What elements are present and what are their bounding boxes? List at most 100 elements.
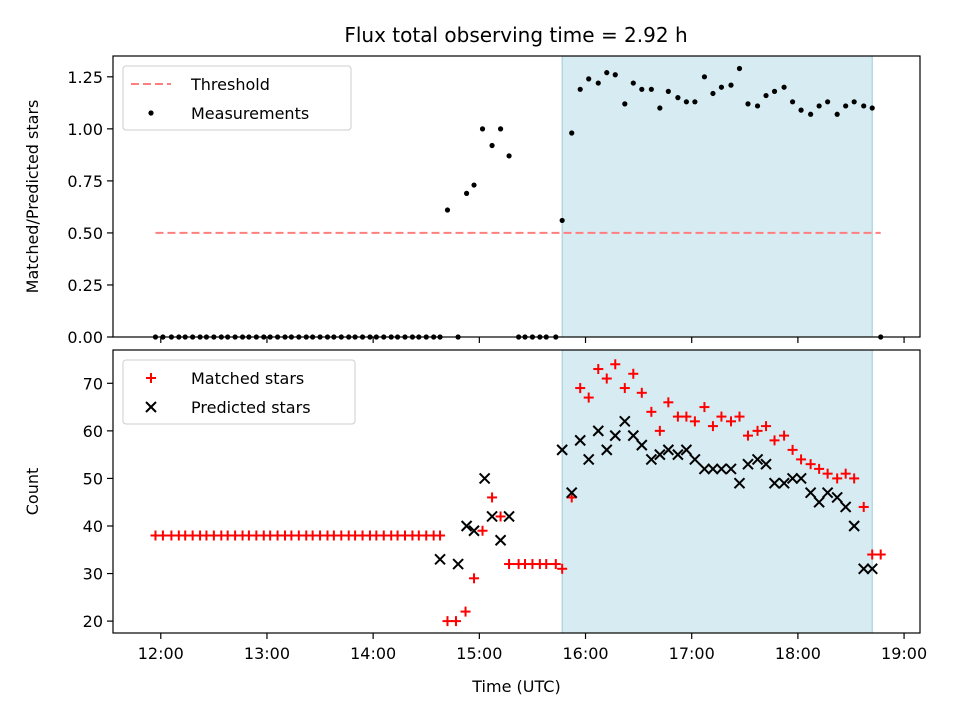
data-point	[752, 425, 763, 436]
data-point	[875, 549, 886, 560]
data-point	[487, 492, 498, 503]
data-point	[725, 463, 737, 475]
data-point	[612, 72, 618, 78]
data-point	[557, 563, 568, 574]
data-point	[442, 616, 453, 627]
data-point	[566, 492, 577, 503]
data-point	[761, 421, 772, 432]
data-point	[768, 477, 781, 489]
data-point	[804, 486, 817, 499]
data-point	[648, 86, 654, 92]
data-point	[689, 416, 700, 427]
x-tick-label: 15:00	[456, 644, 502, 663]
data-point	[434, 553, 446, 565]
y-tick-label: 0.75	[67, 172, 103, 191]
data-point	[699, 402, 710, 413]
data-point	[601, 373, 612, 384]
data-point	[672, 448, 684, 461]
data-point	[769, 435, 780, 446]
series-predicted-stars	[434, 415, 878, 575]
data-point	[622, 101, 628, 107]
data-point	[469, 573, 480, 584]
data-point	[742, 430, 753, 441]
data-point	[848, 520, 860, 532]
data-point	[503, 510, 515, 523]
data-point	[805, 459, 816, 470]
data-point	[813, 496, 825, 508]
data-point	[781, 84, 787, 90]
legend-label-measurements: Measurements	[191, 104, 309, 123]
shaded-span	[561, 55, 873, 338]
data-point	[654, 448, 666, 461]
axes-frame	[112, 55, 921, 338]
bottom-panel: 20 30 40 50 60 70 12:00 13:00 14:00 15:00 16:00 17:…	[23, 349, 927, 696]
data-point	[751, 453, 764, 466]
chart-title: Flux total observing time = 2.92 h	[344, 23, 687, 47]
x-b	[654, 448, 666, 461]
x-b	[733, 477, 746, 489]
x-b	[778, 477, 790, 489]
data-point	[550, 559, 561, 570]
top-panel: 0.00 0.25 0.50 0.75 1.00 1.25 Matched/Predicte…	[23, 55, 921, 347]
data-point	[566, 486, 578, 499]
data-point	[444, 207, 451, 213]
data-point	[657, 105, 663, 111]
data-point	[680, 444, 693, 456]
data-point	[710, 90, 716, 97]
legend: Matched stars Predicted stars	[122, 359, 356, 425]
data-point	[583, 392, 594, 403]
x-b	[452, 558, 464, 570]
y-tick-label: 70	[83, 374, 103, 393]
data-point	[728, 82, 734, 88]
data-point	[849, 473, 860, 484]
legend-swatch-predicted-b	[145, 401, 157, 413]
data-point	[779, 430, 790, 441]
y-axis-label: Matched/Predicted stars	[23, 100, 42, 294]
data-point	[681, 411, 692, 422]
data-point	[745, 101, 751, 107]
data-point	[707, 421, 718, 432]
x-b	[786, 472, 799, 485]
data-point	[787, 444, 798, 455]
x-b	[768, 477, 781, 489]
data-point	[778, 477, 790, 489]
x-b	[592, 425, 604, 437]
data-point	[468, 525, 480, 537]
data-point	[645, 453, 658, 466]
data-point	[471, 182, 477, 188]
data-point	[497, 126, 504, 132]
y-tick-label: 30	[83, 565, 103, 584]
x-b	[566, 486, 578, 499]
x-b	[619, 415, 631, 428]
data-point	[479, 126, 486, 132]
data-point	[707, 463, 719, 475]
data-point	[627, 429, 640, 442]
data-point	[478, 472, 491, 485]
data-point	[610, 359, 621, 370]
x-b	[689, 453, 701, 466]
data-point	[577, 86, 583, 92]
x-tick-label: 18:00	[775, 644, 821, 663]
data-point	[786, 472, 799, 485]
x-b	[434, 553, 446, 565]
x-b	[486, 510, 498, 523]
x-tick-label: 14:00	[350, 644, 396, 663]
data-point	[851, 99, 857, 105]
data-point	[636, 439, 648, 451]
data-point	[858, 501, 869, 512]
data-point	[867, 549, 878, 560]
x-b	[821, 486, 834, 499]
x-b	[742, 458, 754, 470]
data-point	[559, 217, 565, 224]
data-point	[771, 88, 778, 94]
data-point	[869, 105, 875, 111]
x-b	[636, 439, 648, 451]
data-point	[636, 387, 647, 398]
x-b	[715, 463, 728, 475]
data-point	[692, 99, 698, 105]
y-tick-label: 0.25	[67, 276, 103, 295]
x-b	[866, 563, 878, 575]
y-tick-label: 50	[83, 469, 103, 488]
data-point	[582, 453, 595, 466]
data-point	[858, 563, 870, 575]
